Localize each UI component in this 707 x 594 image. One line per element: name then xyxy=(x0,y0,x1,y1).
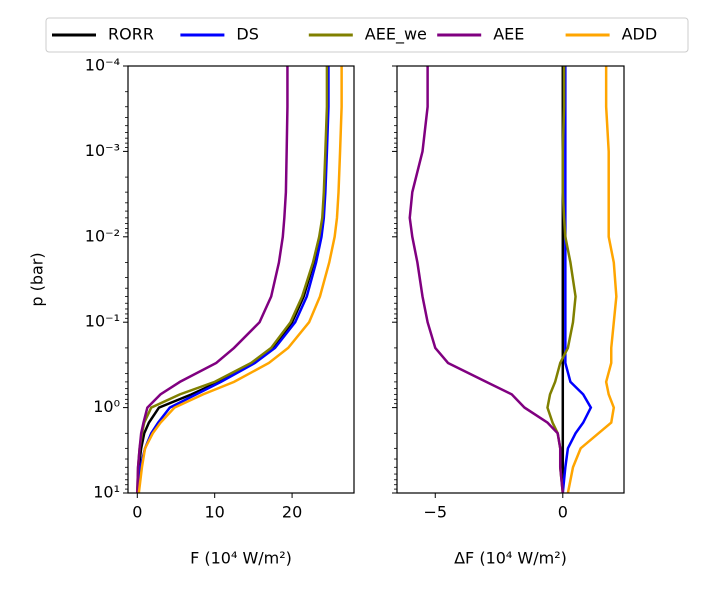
y-tick-label: 10⁻³ xyxy=(85,141,120,160)
x-axis-label: ΔF (10⁴ W/m²) xyxy=(454,549,567,568)
data-line xyxy=(566,66,618,494)
data-line xyxy=(136,66,330,494)
legend-label: RORR xyxy=(108,25,154,44)
x-axis-label: F (10⁴ W/m²) xyxy=(190,549,292,568)
x-tick-label: −5 xyxy=(423,503,447,522)
x-tick-label: 0 xyxy=(132,503,142,522)
legend-label: DS xyxy=(236,25,258,44)
legend-label: AEE xyxy=(493,25,524,44)
legend-box xyxy=(45,17,689,53)
axes-frame xyxy=(396,65,625,494)
y-tick-label: 10⁻² xyxy=(85,226,120,245)
axes-frame xyxy=(127,65,355,494)
data-line xyxy=(137,66,343,494)
x-tick-label: 0 xyxy=(558,503,568,522)
legend-label: AEE_we xyxy=(365,25,427,45)
y-tick-label: 10⁻⁴ xyxy=(85,56,120,75)
x-tick-label: 20 xyxy=(282,503,302,522)
data-line xyxy=(546,66,577,494)
data-line xyxy=(136,66,329,494)
x-tick-label: 10 xyxy=(205,503,225,522)
y-tick-label: 10¹ xyxy=(93,483,120,502)
data-line xyxy=(136,66,289,494)
legend-label: ADD xyxy=(622,25,658,44)
data-line xyxy=(561,66,593,494)
data-line xyxy=(408,66,565,494)
y-axis-label: p (bar) xyxy=(28,252,47,306)
y-tick-label: 10⁰ xyxy=(93,397,120,416)
y-tick-label: 10⁻¹ xyxy=(85,312,120,331)
data-line xyxy=(136,66,329,494)
